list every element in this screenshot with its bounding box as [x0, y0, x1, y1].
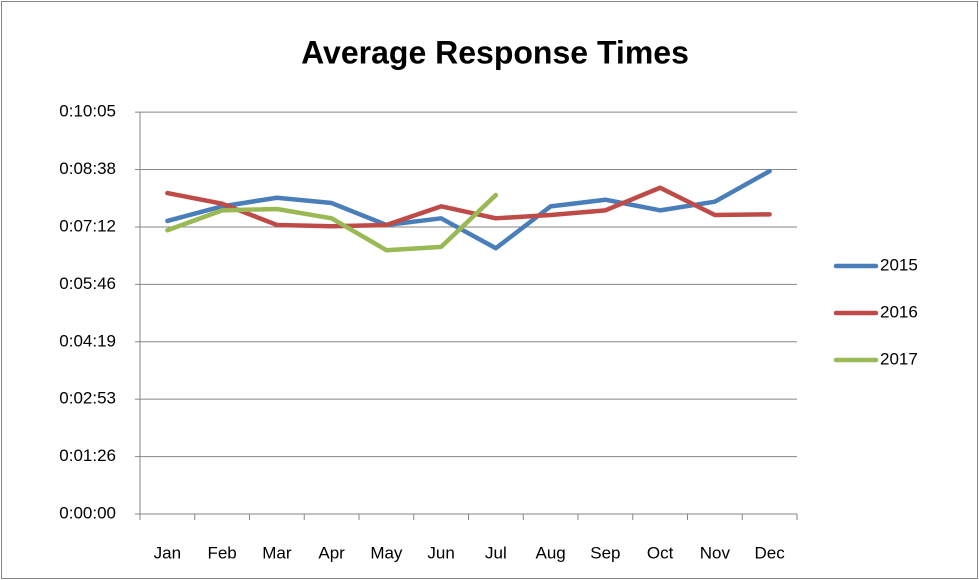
series-line: [165, 168, 772, 251]
x-tick-label: Feb: [207, 543, 236, 562]
y-tick-label: 0:01:26: [59, 446, 116, 465]
legend-label: 2016: [880, 302, 918, 321]
y-tick-label: 0:02:53: [59, 389, 116, 408]
x-tick-label: Apr: [318, 543, 345, 562]
y-tick-label: 0:07:12: [59, 216, 116, 235]
x-tick-label: Jul: [485, 543, 507, 562]
x-tick-label: May: [370, 543, 403, 562]
y-tick-label: 0:10:05: [59, 102, 116, 121]
x-tick-label: Nov: [700, 543, 731, 562]
y-tick-label: 0:08:38: [59, 159, 116, 178]
x-tick-label: Oct: [647, 543, 674, 562]
y-tick-label: 0:00:00: [59, 503, 116, 522]
x-tick-label: Mar: [262, 543, 292, 562]
chart-title: Average Response Times: [301, 34, 689, 70]
x-tick-label: Jun: [427, 543, 454, 562]
legend-label: 2015: [880, 255, 918, 274]
x-tick-label: Jan: [154, 543, 181, 562]
x-tick-label: Sep: [590, 543, 620, 562]
x-tick-label: Dec: [755, 543, 786, 562]
y-tick-label: 0:04:19: [59, 331, 116, 350]
legend-label: 2017: [880, 349, 918, 368]
series-line: [165, 185, 772, 229]
series-line: [165, 192, 499, 253]
x-tick-label: Aug: [536, 543, 566, 562]
y-tick-label: 0:05:46: [59, 274, 116, 293]
